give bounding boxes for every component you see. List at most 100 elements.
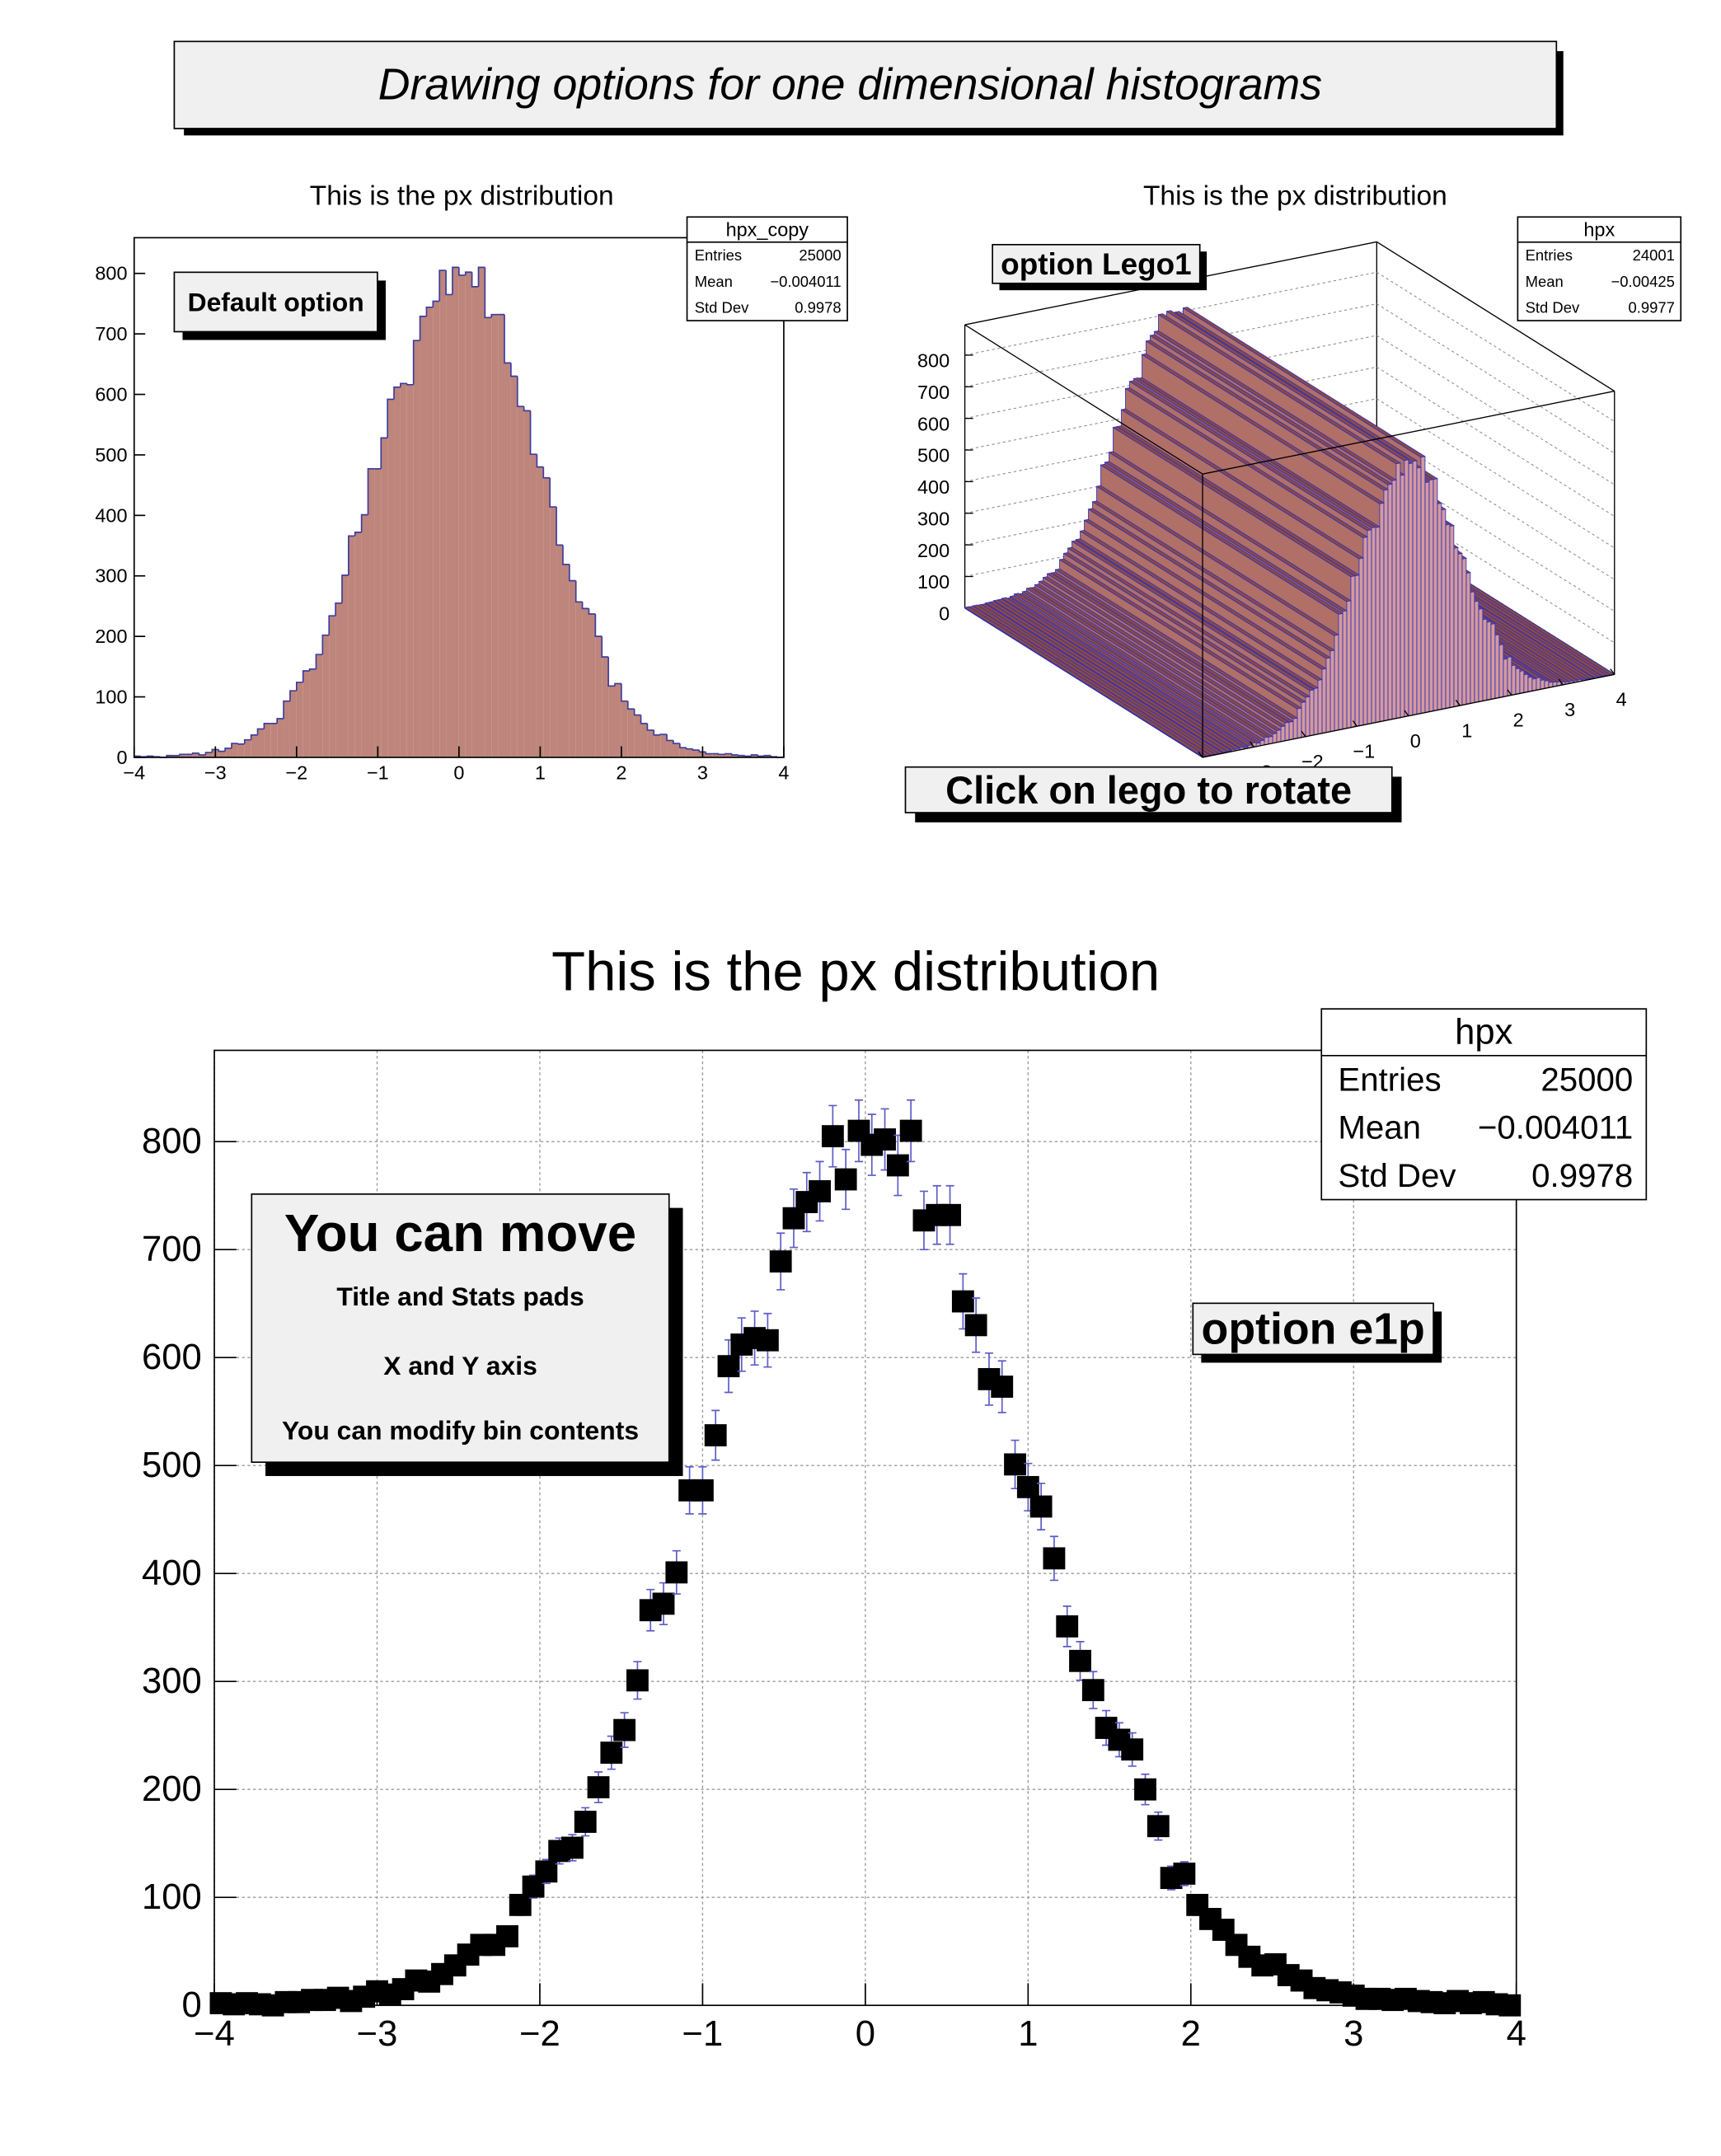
pave <box>1192 1302 1434 1356</box>
x-tick-label: 2 <box>1181 2014 1201 2054</box>
stats-value: 25000 <box>799 246 841 264</box>
bar-outline <box>549 477 557 508</box>
lego-front <box>1465 572 1471 705</box>
marker <box>964 1314 987 1337</box>
bar-outline <box>542 466 551 479</box>
marker <box>665 1561 688 1584</box>
marker <box>1056 1615 1079 1638</box>
bar-outline <box>283 700 290 719</box>
bar-outline <box>308 668 317 671</box>
bar-outline <box>302 670 310 682</box>
marker <box>587 1776 610 1798</box>
grid-line <box>1376 335 1615 485</box>
bar-outline <box>231 743 238 748</box>
bar-outline <box>523 406 531 412</box>
y-tick-label: 0 <box>116 747 127 768</box>
annotation: option Lego1 <box>1001 247 1191 281</box>
bar-outline <box>621 683 628 702</box>
bar-outline <box>139 756 148 758</box>
y-tick-label: 600 <box>95 384 127 405</box>
lego-front <box>1325 657 1331 734</box>
bar <box>608 686 616 757</box>
lego-front <box>1461 557 1467 706</box>
marker <box>600 1741 623 1765</box>
bar <box>692 750 700 757</box>
x-tick-label: 1 <box>1018 2014 1038 2054</box>
box-edge <box>964 324 1203 475</box>
bar-outline <box>633 709 641 716</box>
lego-front <box>1292 717 1298 740</box>
grid-line <box>964 303 1377 387</box>
y-tick-label: 100 <box>95 687 127 708</box>
bar <box>205 752 213 757</box>
bar-outline <box>601 636 609 658</box>
bar <box>647 729 654 757</box>
bar-outline <box>562 545 570 565</box>
bar <box>562 564 570 757</box>
bar <box>289 691 297 757</box>
x-tick-label: 4 <box>1616 689 1627 710</box>
bar <box>621 701 628 757</box>
stats-value: −0.004011 <box>770 273 841 290</box>
lego-front <box>1437 502 1442 711</box>
marker <box>691 1479 714 1502</box>
x-tick-label: 4 <box>778 762 789 784</box>
bar <box>179 754 186 757</box>
marker <box>1134 1778 1156 1801</box>
bar-outline <box>725 752 732 755</box>
x-tick-label: 2 <box>1513 710 1524 731</box>
x-tick-label: 0 <box>453 762 464 784</box>
grid-line <box>1376 271 1615 422</box>
lego-front <box>1470 591 1475 705</box>
grid-line <box>964 271 1377 356</box>
bar <box>485 317 492 757</box>
bar <box>725 753 732 757</box>
bar-outline <box>737 754 745 757</box>
lego-front <box>1478 607 1484 703</box>
lego-front <box>1536 677 1541 691</box>
marker <box>874 1128 896 1151</box>
annotation: Click on lego to rotate <box>945 768 1352 812</box>
x-tick-label: −1 <box>682 2014 724 2054</box>
bar-outline <box>692 748 700 751</box>
marker <box>939 1203 961 1226</box>
stats-value: 0.9978 <box>795 299 841 316</box>
stats-label: Std Dev <box>695 299 749 316</box>
y-tick-label: 500 <box>95 444 127 466</box>
x-tick <box>1610 668 1615 675</box>
stats-title: hpx <box>1455 1012 1512 1052</box>
stats-title: hpx_copy <box>726 219 809 241</box>
marker <box>717 1355 740 1378</box>
bar <box>589 613 596 757</box>
stats-label: Entries <box>1338 1061 1441 1098</box>
bar-outline <box>315 654 323 669</box>
bar <box>296 682 303 757</box>
lego-front <box>1527 676 1533 692</box>
bar <box>251 734 258 757</box>
marker <box>1147 1815 1170 1838</box>
bar-outline <box>614 682 621 687</box>
lego-front <box>1334 634 1339 732</box>
lego-front <box>1305 696 1311 738</box>
marker <box>1081 1679 1104 1702</box>
bar-outline <box>243 738 251 744</box>
grid-line <box>964 335 1377 419</box>
x-tick-label: 3 <box>1564 699 1575 720</box>
annotation: option e1p <box>1202 1304 1425 1353</box>
x-tick-label: 3 <box>697 762 708 784</box>
bar-outline <box>718 753 725 756</box>
bar <box>232 743 238 757</box>
lego-front <box>1433 478 1438 712</box>
bar <box>478 267 485 757</box>
lego-front <box>1346 600 1352 729</box>
stats-box <box>1517 216 1682 321</box>
grid-line <box>1376 366 1615 517</box>
bar <box>394 387 401 757</box>
bar <box>218 751 226 757</box>
lego-front <box>1395 462 1401 719</box>
bar <box>185 754 193 757</box>
marker <box>769 1250 792 1273</box>
stats-label: Entries <box>1526 246 1573 264</box>
x-tick-label: 4 <box>1507 2014 1526 2054</box>
pave <box>173 271 378 333</box>
